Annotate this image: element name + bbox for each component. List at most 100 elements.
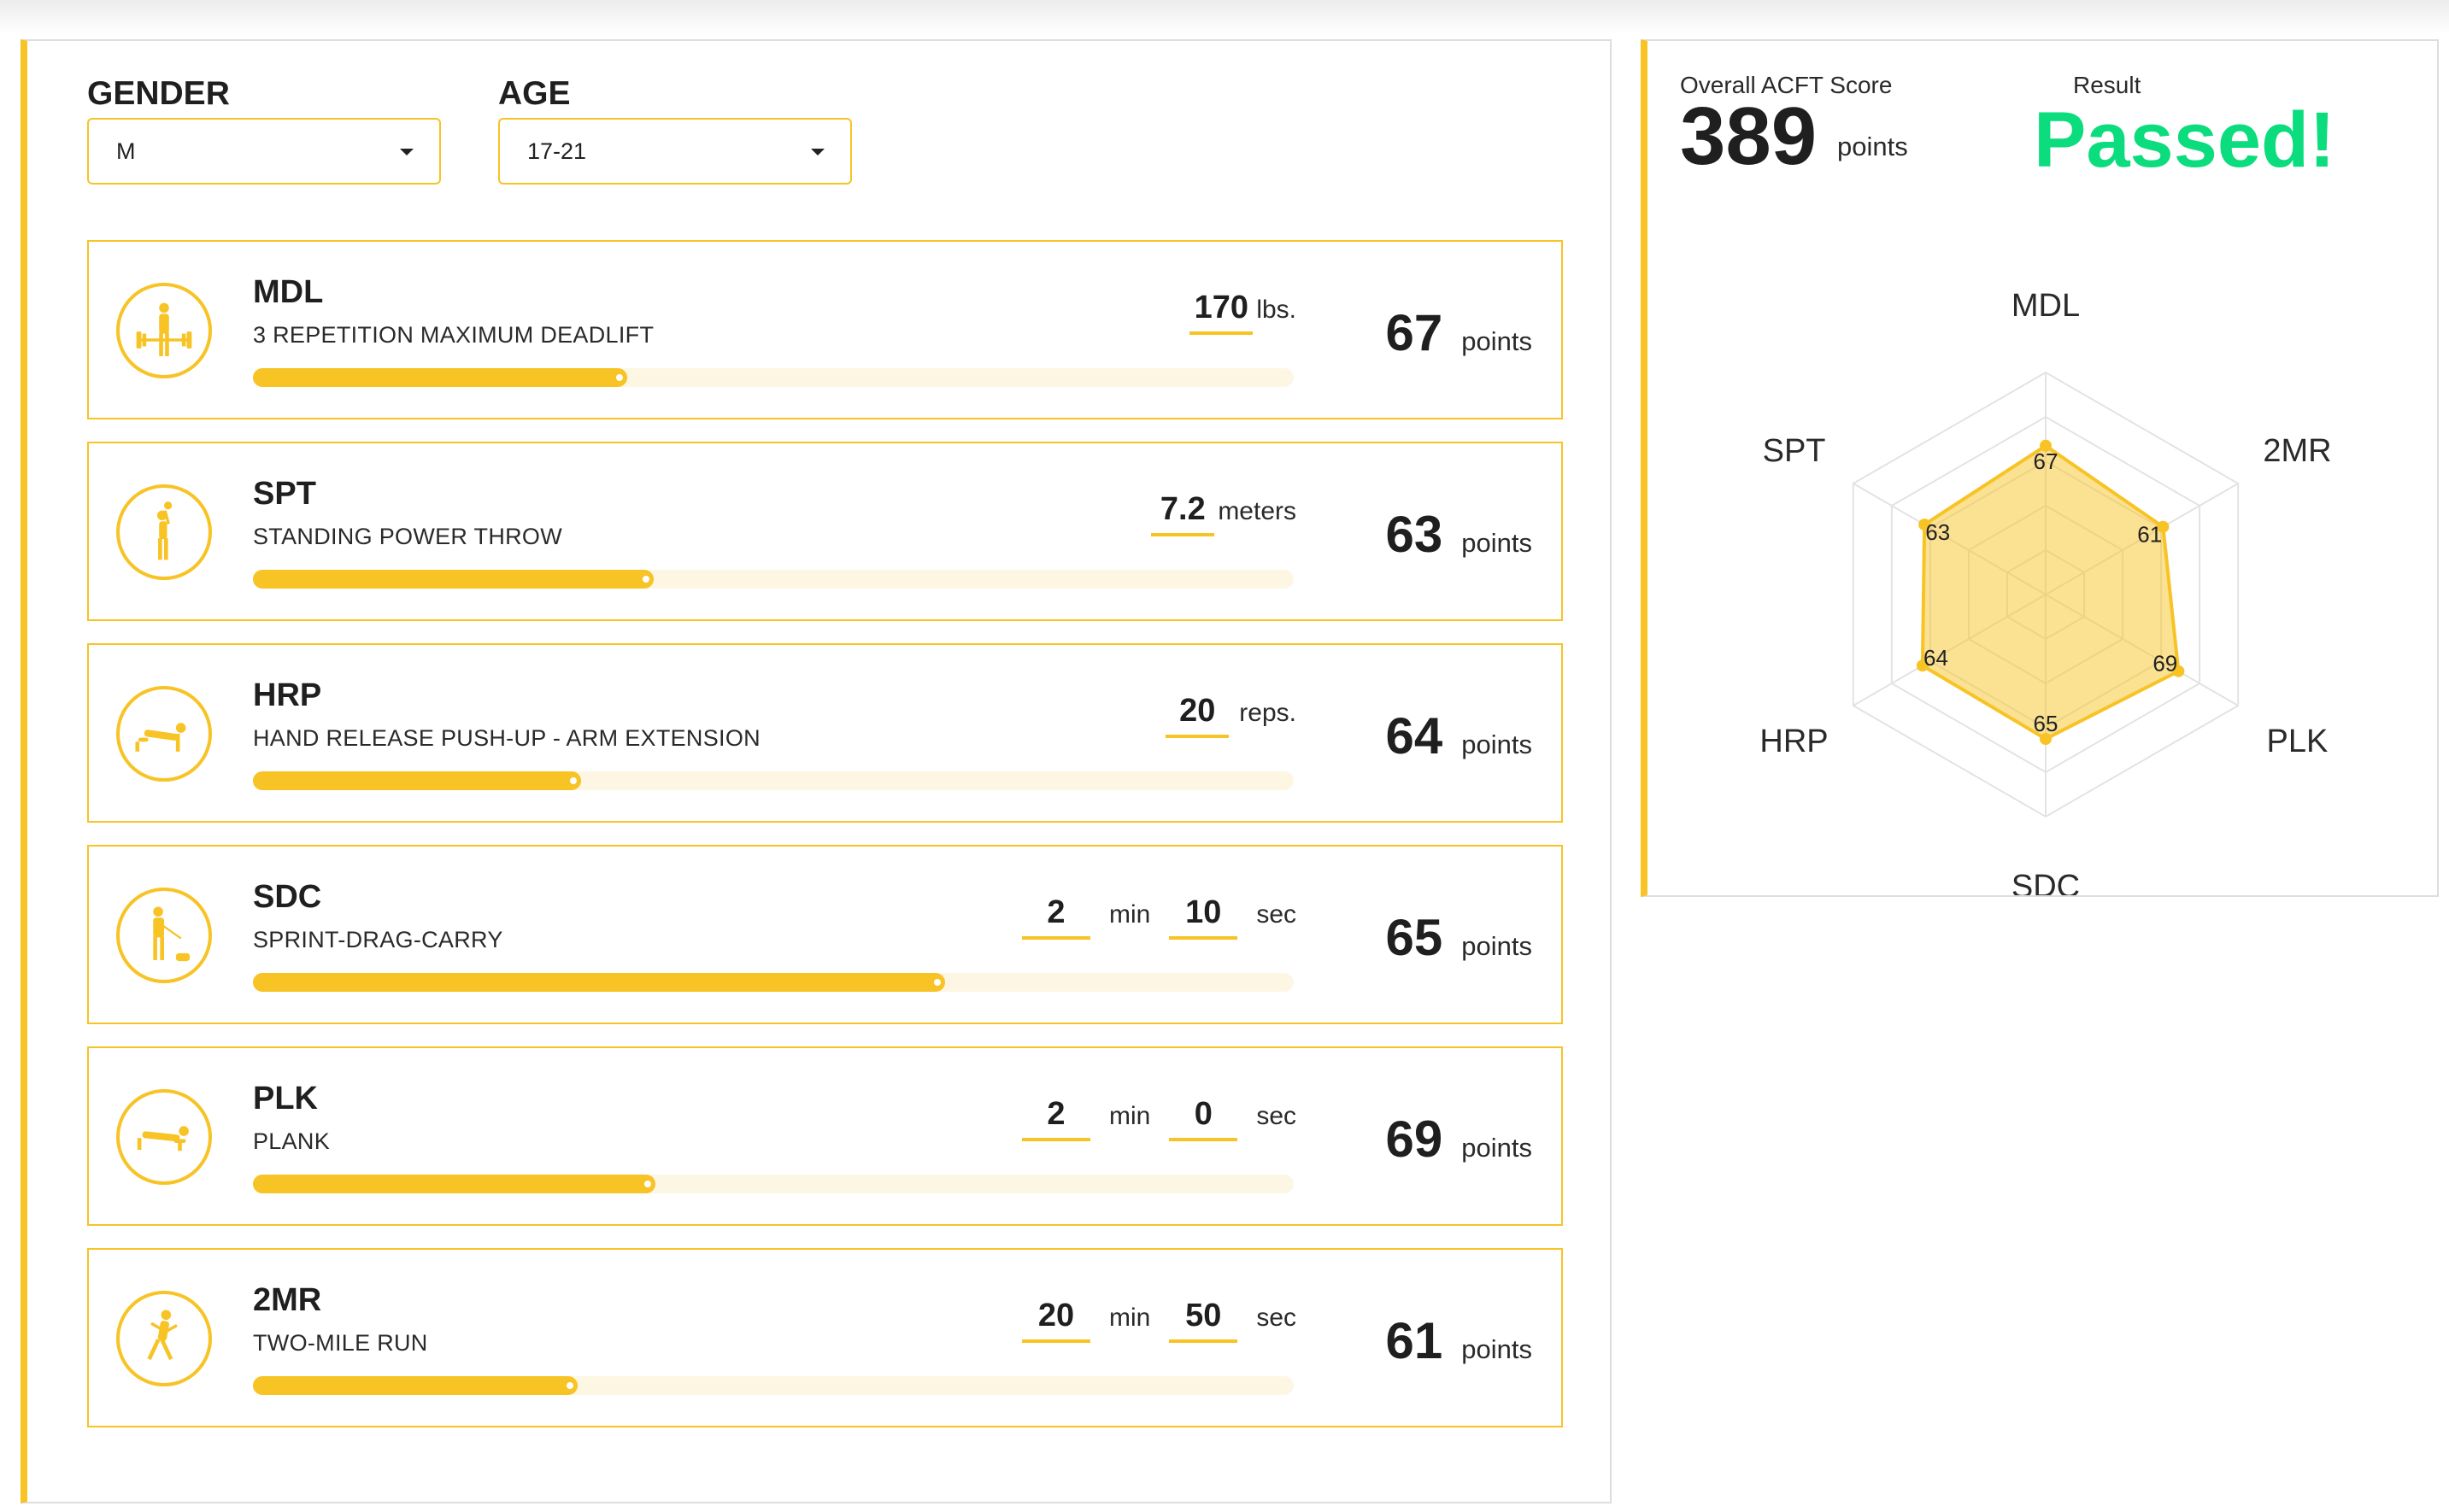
radar-data-point (2040, 439, 2052, 452)
radar-data-label: 64 (1923, 645, 1948, 671)
age-label: AGE (498, 75, 571, 112)
minutes-unit: min (1108, 900, 1151, 929)
overall-score-unit: points (1837, 132, 1908, 161)
radar-data-label: 63 (1925, 519, 1950, 545)
score-progress-track (253, 771, 1294, 790)
score-progress-track (253, 368, 1294, 387)
events-panel: GENDER M AGE 17-21 MDL 3 REPETITION MAXI… (21, 39, 1612, 1503)
radar-axis-label: 2MR (2263, 433, 2331, 469)
sprint-drag-carry-icon (116, 888, 212, 983)
slider-handle[interactable] (933, 979, 941, 986)
result-status: Passed! (2034, 97, 2335, 184)
gender-label: GENDER (87, 75, 230, 112)
event-points-label: points (1461, 528, 1532, 558)
radar-data-point (2157, 520, 2170, 533)
deadlift-icon (116, 283, 212, 378)
event-points-label: points (1461, 730, 1532, 759)
event-points-label: points (1461, 326, 1532, 356)
event-points: 69 points (1386, 1110, 1532, 1169)
reps-unit: reps. (1239, 699, 1296, 727)
distance-input[interactable]: 7.2 (1151, 491, 1215, 536)
radar-chart: 67 61 69 65 64 63 MDL 2MR PLK SDC HRP SPT (1759, 288, 2331, 895)
slider-handle[interactable] (642, 576, 649, 583)
event-code: SDC (253, 879, 322, 915)
event-name: STANDING POWER THROW (253, 524, 562, 549)
score-progress-fill (253, 1175, 656, 1193)
slider-handle[interactable] (644, 1181, 652, 1187)
score-progress-fill (253, 1376, 578, 1395)
event-code: HRP (253, 677, 322, 713)
slider-handle[interactable] (616, 374, 624, 381)
event-card-plk: PLK PLANK 2 min 0 sec 69 points (87, 1046, 1563, 1226)
slider-handle[interactable] (569, 777, 577, 784)
radar-data-label: 69 (2152, 651, 2177, 677)
score-progress-fill (253, 368, 628, 387)
radar-axis-label: SDC (2011, 869, 2080, 895)
event-points-value: 61 (1385, 1312, 1443, 1369)
slider-handle[interactable] (567, 1382, 574, 1389)
seconds-input[interactable]: 0 (1169, 1096, 1238, 1141)
minutes-unit: min (1108, 1102, 1151, 1130)
event-code: PLK (253, 1081, 318, 1116)
event-points-value: 69 (1385, 1111, 1443, 1168)
minutes-input[interactable]: 20 (1021, 1298, 1090, 1343)
radar-data-area (1920, 443, 2181, 741)
radar-data-point (2172, 665, 2185, 677)
runner-icon (116, 1291, 212, 1386)
event-points-value: 65 (1385, 909, 1443, 966)
score-caption: Overall ACFT Score (1680, 72, 1893, 98)
event-name: SPRINT-DRAG-CARRY (253, 927, 503, 952)
event-points-value: 63 (1385, 506, 1443, 563)
weight-input[interactable]: 170 (1189, 290, 1254, 335)
radar-data-point (1918, 519, 1931, 531)
score-progress-fill (253, 771, 581, 790)
event-name: 3 REPETITION MAXIMUM DEADLIFT (253, 322, 655, 348)
seconds-unit: sec (1256, 900, 1296, 929)
plank-icon (116, 1089, 212, 1185)
radar-data-label: 67 (2034, 448, 2058, 474)
minutes-unit: min (1108, 1304, 1151, 1332)
seconds-input[interactable]: 50 (1169, 1298, 1238, 1343)
event-name: HAND RELEASE PUSH-UP - ARM EXTENSION (253, 725, 761, 751)
score-progress-fill (253, 973, 945, 992)
summary-panel: Overall ACFT Score 389 points Result Pas… (1641, 39, 2439, 897)
weight-unit: lbs. (1256, 296, 1296, 324)
radar-data-label: 61 (2137, 522, 2162, 548)
event-points: 63 points (1386, 505, 1532, 564)
event-points-label: points (1461, 931, 1532, 961)
radar-data-point (1916, 659, 1929, 672)
push-up-icon (116, 686, 212, 782)
reps-input[interactable]: 20 (1166, 693, 1230, 738)
event-points-label: points (1461, 1133, 1532, 1163)
event-name: TWO-MILE RUN (253, 1330, 428, 1356)
seconds-input[interactable]: 10 (1169, 894, 1238, 940)
event-code: SPT (253, 476, 316, 512)
overall-score: 389 (1680, 91, 1818, 182)
score-progress-fill (253, 570, 654, 589)
event-card-mdl: MDL 3 REPETITION MAXIMUM DEADLIFT 170 lb… (87, 240, 1563, 419)
radar-axis-label: HRP (1759, 724, 1828, 759)
score-progress-track (253, 570, 1294, 589)
event-points-label: points (1461, 1334, 1532, 1364)
minutes-input[interactable]: 2 (1021, 1096, 1090, 1141)
event-name: PLANK (253, 1128, 331, 1154)
score-progress-track (253, 1376, 1294, 1395)
gender-select[interactable]: M (87, 118, 441, 185)
distance-unit: meters (1218, 497, 1296, 525)
event-points-value: 64 (1385, 707, 1443, 765)
event-points: 61 points (1386, 1311, 1532, 1370)
radar-data-label: 65 (2034, 711, 2058, 736)
age-select[interactable]: 17-21 (498, 118, 852, 185)
event-code: 2MR (253, 1282, 322, 1318)
radar-axis-label: MDL (2011, 288, 2080, 324)
score-progress-track (253, 973, 1294, 992)
event-points: 65 points (1386, 908, 1532, 967)
event-points-value: 67 (1385, 304, 1443, 361)
radar-axis-label: SPT (1763, 433, 1826, 469)
seconds-unit: sec (1256, 1102, 1296, 1130)
seconds-unit: sec (1256, 1304, 1296, 1332)
minutes-input[interactable]: 2 (1021, 894, 1090, 940)
event-points: 67 points (1386, 303, 1532, 362)
result-caption: Result (2073, 72, 2141, 98)
power-throw-icon (116, 484, 212, 580)
